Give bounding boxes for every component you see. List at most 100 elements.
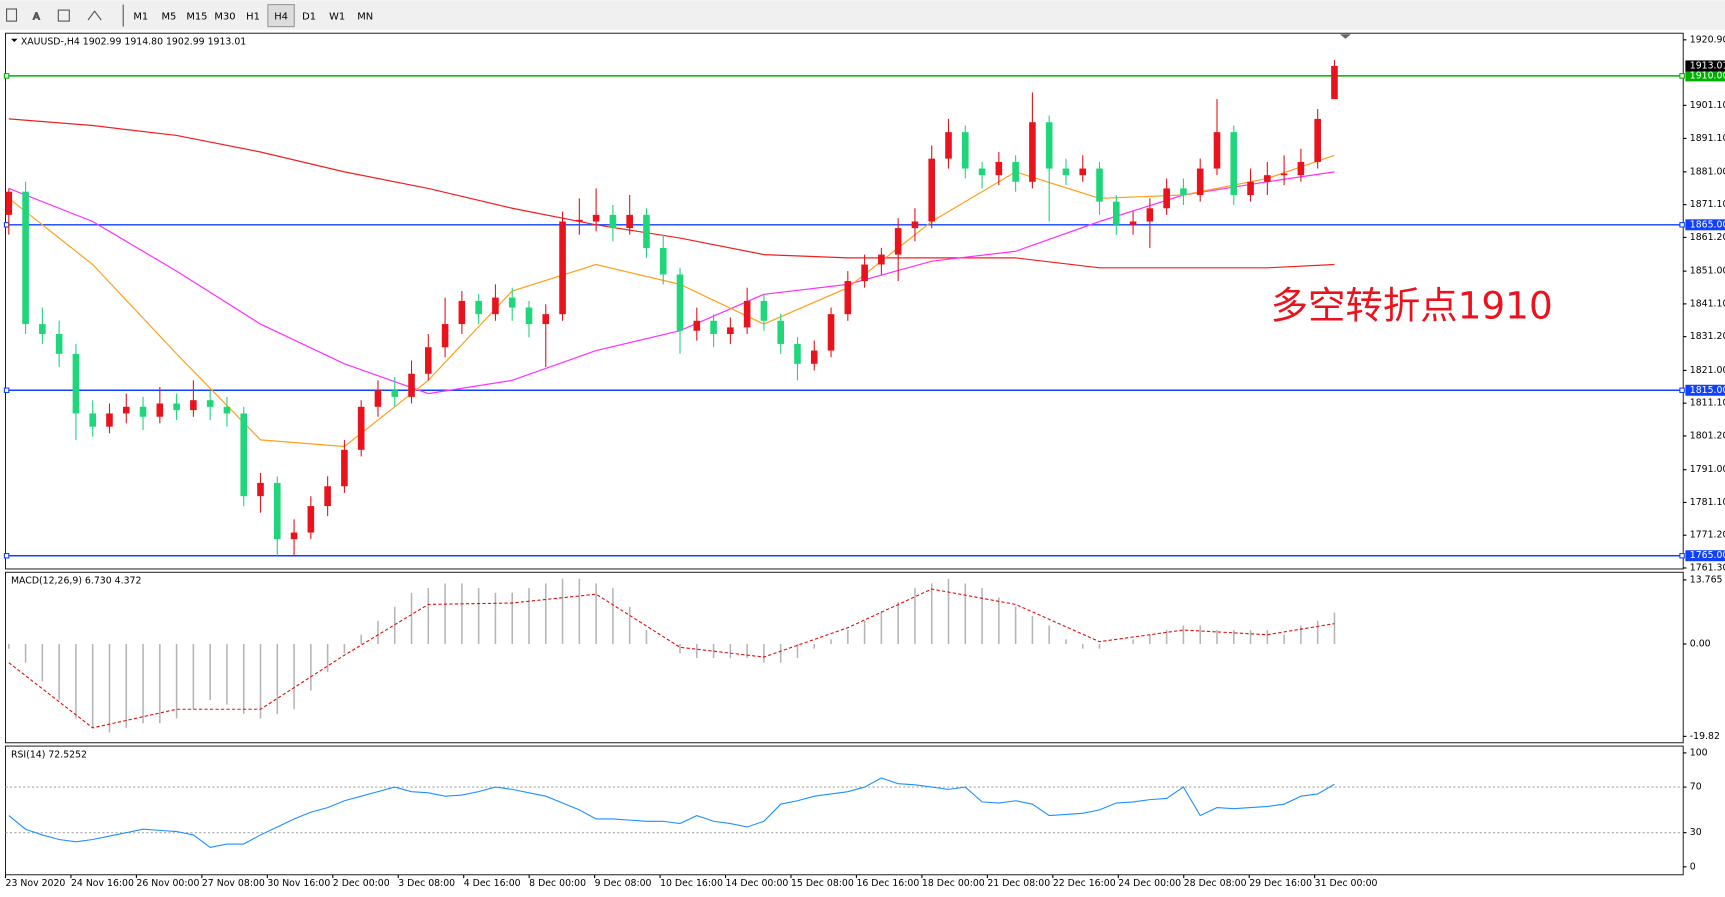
level-handle xyxy=(1679,222,1685,228)
candle-body xyxy=(995,161,1003,176)
level-label: 1910.00 xyxy=(1690,70,1725,81)
level-handle xyxy=(1679,73,1685,79)
y-tick-label: 0 xyxy=(1690,861,1696,872)
candle-body xyxy=(223,406,231,414)
header-arrow xyxy=(11,38,18,43)
annotation: 多空转折点1910 xyxy=(1271,284,1553,328)
candle-body xyxy=(1264,175,1271,182)
candle-body xyxy=(1331,65,1338,100)
candle-body xyxy=(5,191,13,215)
x-tick-label: 4 Dec 16:00 xyxy=(464,878,521,889)
x-tick-label: 9 Dec 08:00 xyxy=(595,878,652,889)
level-tag xyxy=(1685,384,1725,396)
timeframe-button[interactable]: M15 xyxy=(186,12,207,23)
timeframe-button[interactable]: D1 xyxy=(302,12,316,23)
candle-body xyxy=(508,297,516,308)
candle-body xyxy=(1230,132,1238,196)
x-tick-label: 18 Dec 00:00 xyxy=(922,878,985,889)
icon-crosshair[interactable] xyxy=(6,8,18,22)
candle-body xyxy=(89,413,97,427)
candle-body xyxy=(777,320,785,344)
y-tick-label: 0.00 xyxy=(1690,639,1711,650)
level-label: 1815.00 xyxy=(1690,385,1725,396)
timeframe-button[interactable]: M1 xyxy=(133,12,148,23)
candle-body xyxy=(1045,122,1053,169)
candle-body xyxy=(55,334,63,354)
candle-body xyxy=(22,191,29,325)
x-tick-label: 22 Dec 16:00 xyxy=(1053,878,1116,889)
candle-body xyxy=(425,347,432,374)
candle-body xyxy=(122,406,130,414)
x-tick-label: 30 Nov 16:00 xyxy=(267,878,330,889)
timeframe-bar: M1 M5 M15 M30 H1 H4 D1 W1 MN xyxy=(133,4,373,28)
candle-body xyxy=(475,300,482,315)
macd-panel xyxy=(5,571,1684,744)
candle-body xyxy=(743,300,751,328)
timeframe-button[interactable]: M5 xyxy=(161,12,176,23)
x-tick-label: 14 Dec 00:00 xyxy=(726,878,789,889)
candle-body xyxy=(240,413,248,497)
price-tag xyxy=(1685,60,1725,72)
candle-body xyxy=(592,214,600,222)
y-tick-label: 1801.20 xyxy=(1690,430,1725,441)
x-tick-label: 26 Nov 00:00 xyxy=(136,878,199,889)
y-tick-label: 70 xyxy=(1690,782,1702,793)
candle-body xyxy=(676,274,684,331)
y-tick-label: 1861.20 xyxy=(1690,232,1725,243)
icon-text[interactable]: A xyxy=(32,11,40,23)
candle-body xyxy=(525,307,533,325)
level-handle xyxy=(3,387,10,394)
timeframe-button[interactable]: H4 xyxy=(274,12,288,23)
candle-body xyxy=(190,400,197,411)
timeframe-button[interactable]: M30 xyxy=(214,12,235,23)
main-panel xyxy=(5,32,1684,570)
y-tick-label: 1781.10 xyxy=(1690,497,1725,508)
candle-body xyxy=(307,506,315,533)
candle-body xyxy=(659,247,667,275)
candle-body xyxy=(1213,132,1221,169)
candle-body xyxy=(257,482,264,497)
candle-body xyxy=(861,264,868,282)
candle-body xyxy=(911,221,919,229)
x-tick-label: 10 Dec 16:00 xyxy=(660,878,723,889)
icon-label[interactable] xyxy=(57,9,70,22)
candle-body xyxy=(878,254,885,265)
x-tick-label: 27 Nov 08:00 xyxy=(202,878,265,889)
level-label: 1765.00 xyxy=(1690,550,1725,561)
candle-body xyxy=(945,132,952,159)
y-tick-label: 13.765 xyxy=(1690,574,1723,585)
timeframe-button[interactable]: W1 xyxy=(329,12,345,23)
candle-body xyxy=(1062,168,1070,176)
toolbar-icons: A xyxy=(6,4,124,27)
timeframe-button[interactable]: MN xyxy=(357,12,373,23)
x-tick-label: 31 Dec 00:00 xyxy=(1315,878,1378,889)
candle-body xyxy=(492,297,499,315)
candle-body xyxy=(961,132,969,169)
candle-body xyxy=(72,353,80,414)
candle-body xyxy=(106,413,113,427)
icon-arrows[interactable] xyxy=(87,10,102,21)
candle-body xyxy=(643,214,650,248)
candle-body xyxy=(609,214,617,229)
candle-body xyxy=(710,320,717,335)
y-tick-label: 1771.20 xyxy=(1690,530,1725,541)
y-tick-label: 1791.00 xyxy=(1690,464,1725,475)
y-tick-label: 1811.10 xyxy=(1690,398,1725,409)
candle-body xyxy=(1012,161,1019,182)
candle-body xyxy=(1297,161,1305,176)
level-handle xyxy=(3,552,10,559)
candle-body xyxy=(408,373,415,397)
y-tick-label: 1821.00 xyxy=(1690,365,1725,376)
candle-body xyxy=(1146,208,1154,222)
rsi-line xyxy=(8,777,1335,849)
x-tick-label: 2 Dec 00:00 xyxy=(333,878,390,889)
candle-body xyxy=(273,482,281,540)
level-tag xyxy=(1685,70,1725,82)
timeframe-button[interactable]: H1 xyxy=(246,12,260,23)
candle-body xyxy=(139,406,147,417)
active-timeframe xyxy=(267,4,295,28)
candle-body xyxy=(1247,181,1254,196)
candle-body xyxy=(727,327,734,335)
candle-body xyxy=(760,300,768,321)
